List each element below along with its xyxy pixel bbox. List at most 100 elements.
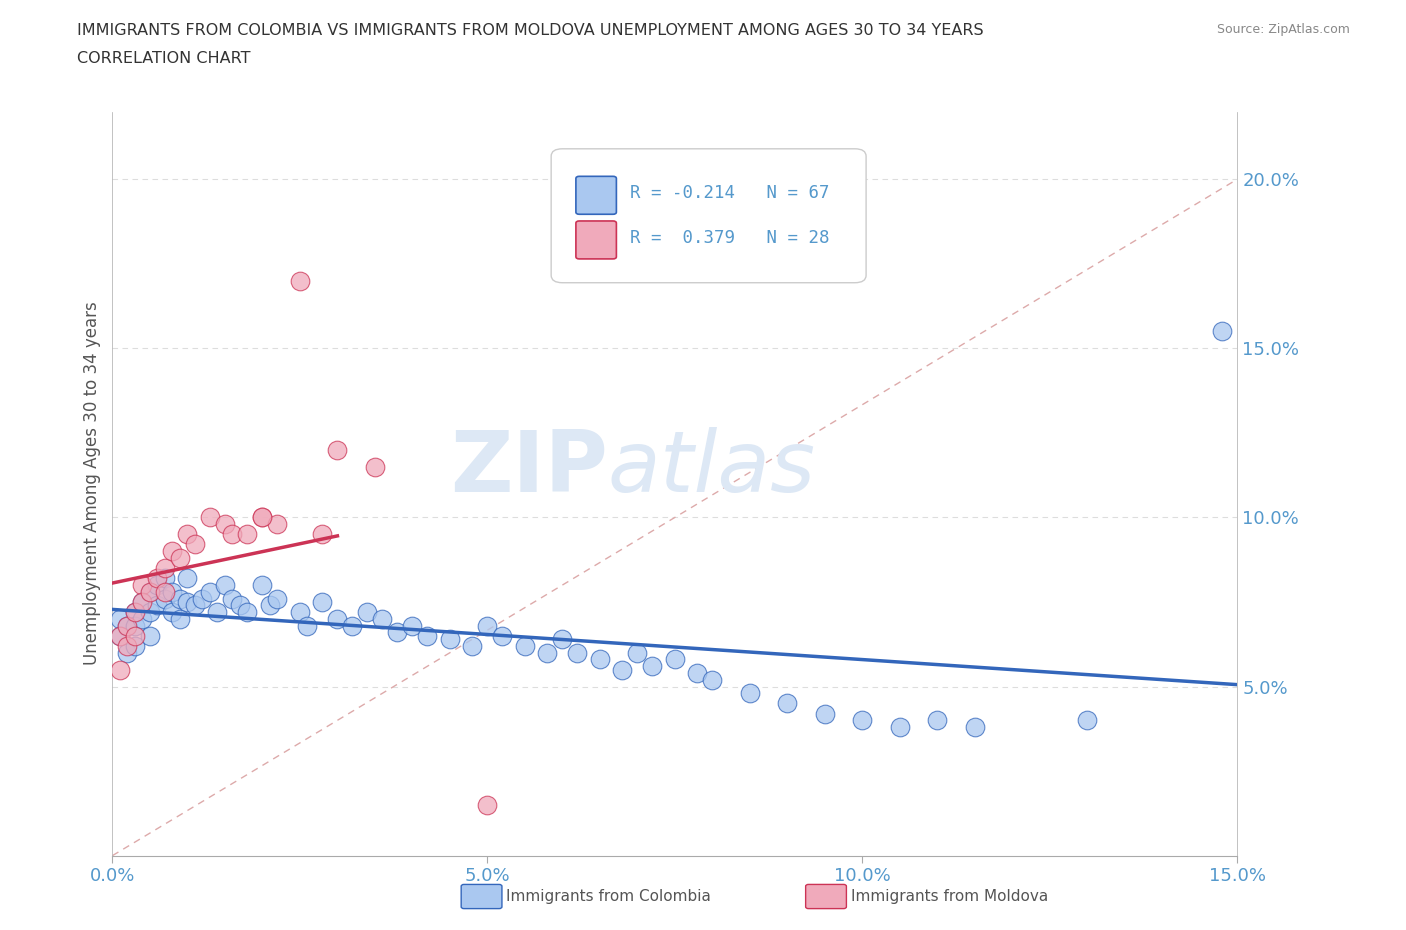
Point [169, 551, 191, 565]
Text: Immigrants from Moldova: Immigrants from Moldova [851, 889, 1047, 904]
Point [214, 578, 236, 592]
Point [326, 443, 349, 458]
Point [626, 645, 648, 660]
Point [589, 652, 612, 667]
Point [664, 652, 686, 667]
Point [108, 611, 131, 626]
Point [108, 662, 131, 677]
Point [139, 584, 162, 599]
Point [851, 713, 873, 728]
Point [702, 672, 724, 687]
Point [1076, 713, 1098, 728]
Point [191, 591, 214, 606]
Point [236, 604, 259, 619]
Point [567, 645, 589, 660]
Point [153, 584, 176, 599]
Point [162, 544, 184, 559]
Point [963, 720, 986, 735]
Point [117, 618, 139, 633]
Point [153, 571, 176, 586]
Point [491, 629, 513, 644]
Point [252, 510, 274, 525]
Point [259, 598, 281, 613]
Point [131, 611, 153, 626]
Point [124, 639, 146, 654]
Point [439, 631, 461, 646]
Point [108, 629, 131, 644]
Point [401, 618, 423, 633]
Y-axis label: Unemployment Among Ages 30 to 34 years: Unemployment Among Ages 30 to 34 years [83, 301, 101, 666]
Point [814, 706, 837, 721]
Point [776, 696, 799, 711]
Point [131, 594, 153, 609]
Point [146, 571, 169, 586]
Point [162, 584, 184, 599]
Point [124, 629, 146, 644]
Point [176, 571, 198, 586]
Point [124, 604, 146, 619]
Point [252, 578, 274, 592]
Point [536, 645, 558, 660]
Point [364, 459, 387, 474]
Point [288, 273, 311, 288]
Point [221, 591, 243, 606]
Point [117, 645, 139, 660]
FancyBboxPatch shape [576, 221, 616, 259]
Point [477, 797, 499, 812]
Point [612, 662, 634, 677]
Point [124, 604, 146, 619]
Point [297, 618, 319, 633]
Point [416, 629, 439, 644]
Point [139, 604, 162, 619]
Point [738, 685, 761, 700]
Point [198, 584, 221, 599]
Point [124, 618, 146, 633]
Text: R =  0.379   N = 28: R = 0.379 N = 28 [630, 229, 830, 247]
Point [311, 527, 333, 542]
Point [131, 594, 153, 609]
Point [198, 510, 221, 525]
Point [477, 618, 499, 633]
Point [117, 639, 139, 654]
Point [1211, 324, 1233, 339]
Point [356, 604, 378, 619]
Point [266, 591, 288, 606]
Text: CORRELATION CHART: CORRELATION CHART [77, 51, 250, 66]
Point [131, 578, 153, 592]
Point [387, 625, 409, 640]
Point [176, 527, 198, 542]
Text: IMMIGRANTS FROM COLOMBIA VS IMMIGRANTS FROM MOLDOVA UNEMPLOYMENT AMONG AGES 30 T: IMMIGRANTS FROM COLOMBIA VS IMMIGRANTS F… [77, 23, 984, 38]
Point [146, 578, 169, 592]
Point [288, 604, 311, 619]
Point [513, 639, 536, 654]
Point [927, 713, 949, 728]
Point [162, 604, 184, 619]
Point [117, 618, 139, 633]
Point [371, 611, 394, 626]
Point [252, 510, 274, 525]
Point [146, 598, 169, 613]
Point [311, 594, 333, 609]
Point [153, 591, 176, 606]
Point [169, 611, 191, 626]
Point [326, 611, 349, 626]
Text: Immigrants from Colombia: Immigrants from Colombia [506, 889, 711, 904]
Point [139, 629, 162, 644]
Point [214, 517, 236, 532]
Point [207, 604, 229, 619]
Point [176, 594, 198, 609]
Text: atlas: atlas [607, 427, 815, 511]
Point [184, 537, 207, 551]
Point [229, 598, 252, 613]
Point [461, 639, 484, 654]
Point [686, 666, 709, 681]
Text: ZIP: ZIP [450, 427, 607, 511]
Point [342, 618, 364, 633]
Point [889, 720, 911, 735]
Point [641, 658, 664, 673]
Point [184, 598, 207, 613]
FancyBboxPatch shape [551, 149, 866, 283]
Point [551, 631, 574, 646]
Point [153, 561, 176, 576]
Point [108, 629, 131, 644]
